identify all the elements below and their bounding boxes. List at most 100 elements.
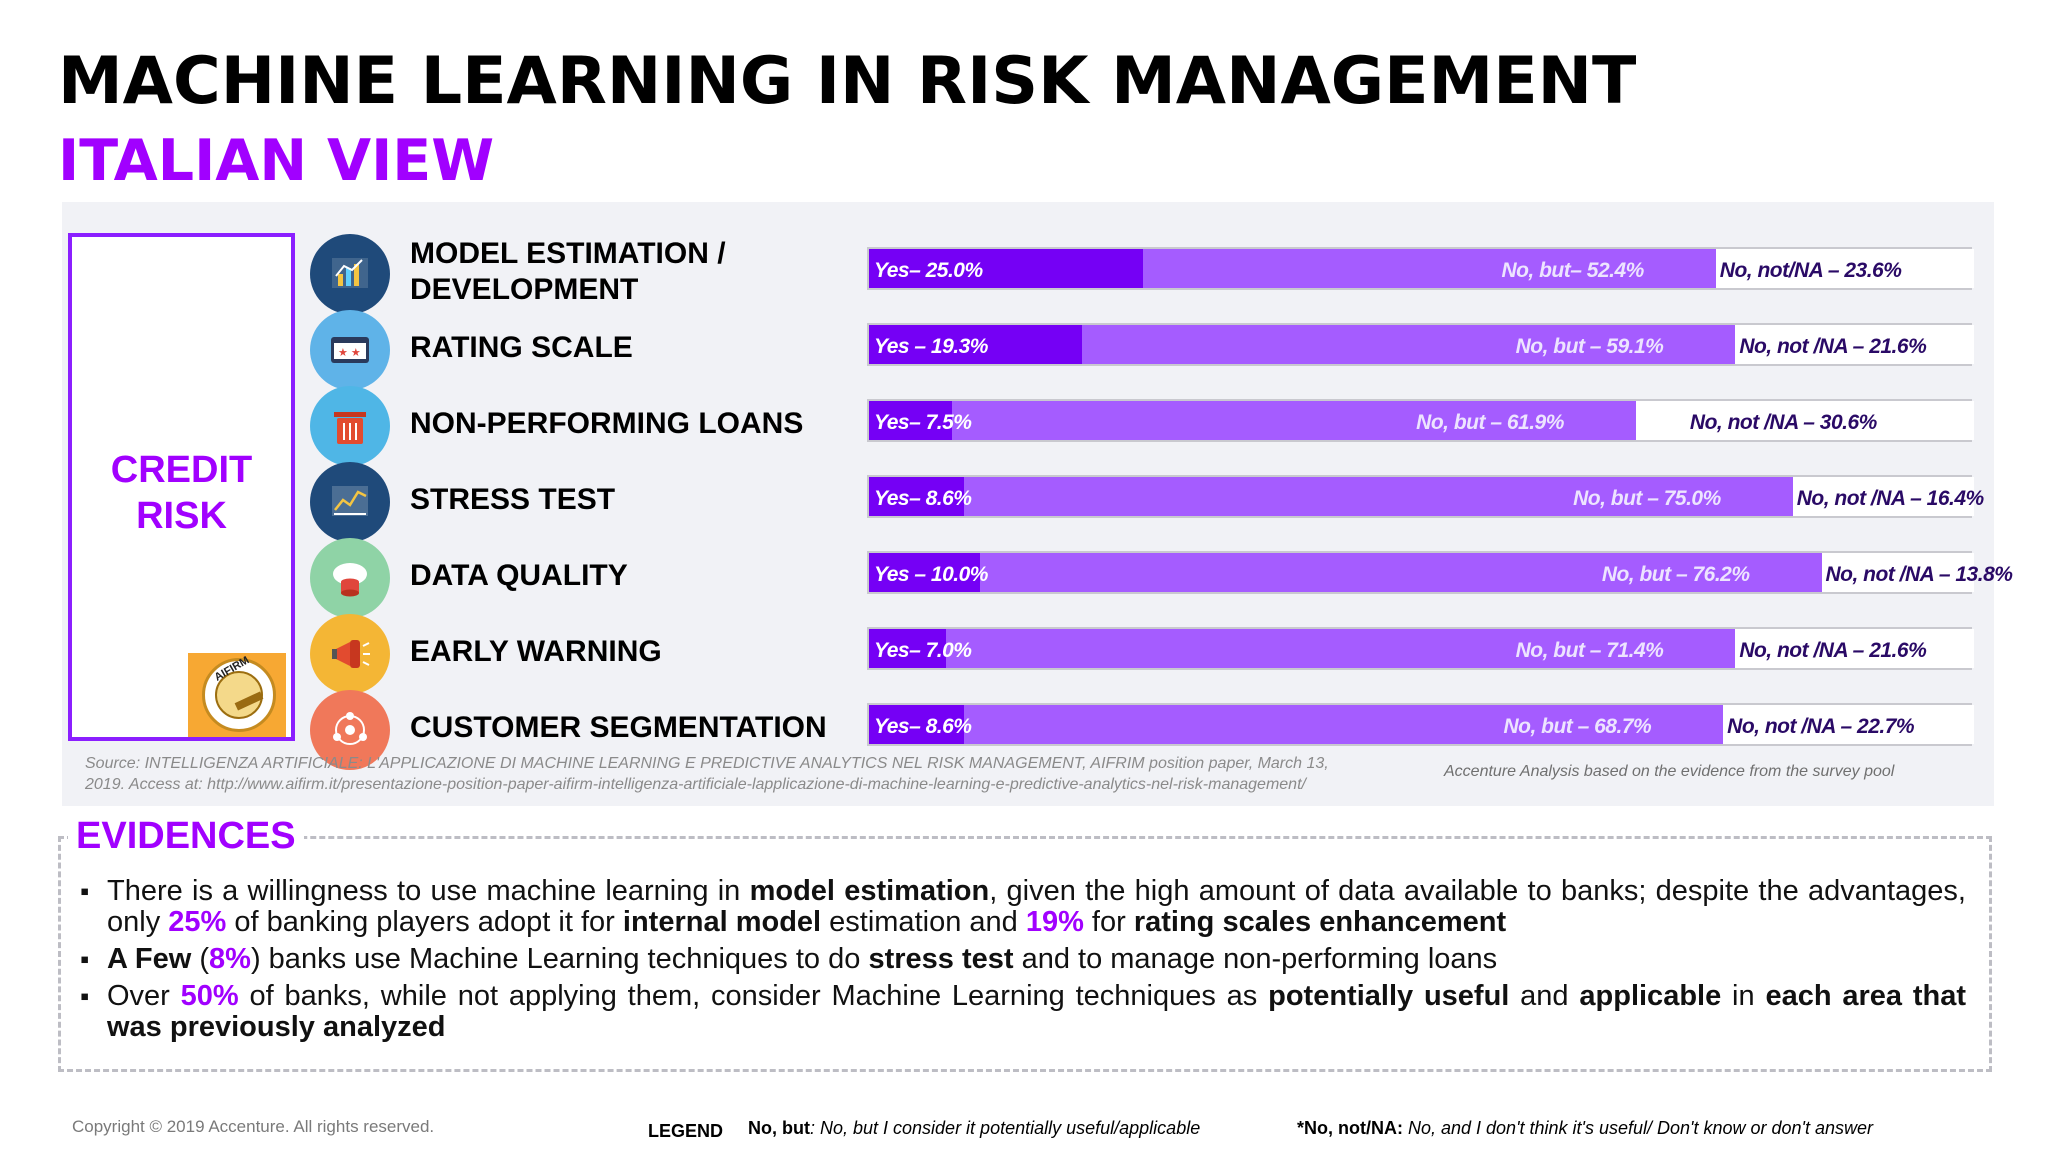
evidence-text: , given the high amount of data availabl… xyxy=(107,875,1966,938)
evidence-percent: 50% xyxy=(180,980,239,1012)
aifirm-seal-icon: AIFIRM xyxy=(202,654,276,732)
stacked-bar: Yes – 19.3% No, but – 59.1% No, not /NA – … xyxy=(867,323,1974,366)
evidence-percent: 8% xyxy=(209,943,251,975)
data-label-no-but: No, but – 61.9% xyxy=(1416,411,1564,434)
chart-board-icon xyxy=(310,234,390,314)
bar-segment-no-but xyxy=(1142,249,1716,288)
data-label-no-not: No, not /NA – 22.7% xyxy=(1727,715,1915,738)
evidence-bullet: A Few (8%) banks use Machine Learning te… xyxy=(80,943,1966,976)
data-label-no-not: No, not /NA – 13.8% xyxy=(1825,563,2013,586)
bar-segment-no-not xyxy=(1821,553,1974,592)
copyright: Copyright © 2019 Accenture. All rights r… xyxy=(72,1117,435,1136)
evidence-percent: 19% xyxy=(1025,906,1084,938)
data-label-yes: Yes– 7.0% xyxy=(874,639,972,662)
airplane-icon xyxy=(234,691,264,711)
stacked-bar: Yes– 7.0% No, but – 71.4% No, not /NA – 21… xyxy=(867,627,1974,670)
evidence-text: estimation and xyxy=(821,906,1026,938)
data-label-no-not: No, not /NA – 21.6% xyxy=(1739,335,1927,358)
data-label-yes: Yes– 8.6% xyxy=(874,715,972,738)
evidence-text: Over xyxy=(107,980,181,1012)
data-label-no-but: No, but – 76.2% xyxy=(1601,563,1750,586)
source-citation: Source: INTELLIGENZA ARTIFICIALE: L'APPL… xyxy=(85,755,1329,793)
evidences-list: There is a willingness to use machine le… xyxy=(80,876,1966,1049)
evidence-text: for xyxy=(1083,906,1134,938)
category-label-6: CUSTOMER SEGMENTATION xyxy=(410,711,827,744)
category-label-1: RATING SCALE xyxy=(410,331,633,364)
database-cloud-icon xyxy=(310,538,390,618)
bar-segment-no-but xyxy=(964,705,1724,744)
analysis-note: Accenture Analysis based on the evidence… xyxy=(1444,763,1895,780)
legend-text: : No, but I consider it potentially usef… xyxy=(809,1118,1201,1138)
evidence-text: of banks, while not applying them, consi… xyxy=(238,980,1269,1012)
data-label-no-not: No, not /NA – 30.6% xyxy=(1689,411,1877,434)
legend-key: No, but xyxy=(748,1118,810,1138)
evidence-text: stress test xyxy=(868,943,1014,975)
rating-stars-icon: ★ ★ xyxy=(310,310,390,390)
bar-segment-no-not xyxy=(1735,629,1974,668)
bar-segment-no-not xyxy=(1635,401,1974,440)
stacked-bar: Yes– 8.6% No, but – 75.0% No, not /NA – 16… xyxy=(867,475,1984,518)
bar-segment-no-not xyxy=(1735,325,1974,364)
evidence-text: ( xyxy=(191,943,210,975)
evidence-percent: 25% xyxy=(168,906,227,938)
data-label-no-not: No, not /NA – 21.6% xyxy=(1739,639,1927,662)
category-box: CREDIT RISK AIFIRM xyxy=(68,233,295,741)
category-label-0: MODEL ESTIMATION / DEVELOPMENT xyxy=(410,237,726,306)
stacked-bar: Yes – 10.0% No, but – 76.2% No, not /NA – … xyxy=(867,551,2013,594)
bar-segment-no-but xyxy=(979,553,1822,592)
data-label-yes: Yes – 19.3% xyxy=(874,335,988,358)
stacked-bar: Yes– 25.0% No, but– 52.4% No, not/NA – 23.… xyxy=(867,247,1974,290)
bar-segment-yes xyxy=(869,553,980,592)
trash-bin-icon xyxy=(310,386,390,466)
bar-segment-yes xyxy=(869,249,1143,288)
category-label-5: EARLY WARNING xyxy=(410,635,662,668)
bar-segment-no-but xyxy=(964,477,1793,516)
evidence-text: applicable xyxy=(1579,980,1722,1012)
evidence-text: in xyxy=(1721,980,1766,1012)
bar-segment-yes xyxy=(869,629,947,668)
evidence-text: each area that was previously analyzed xyxy=(107,980,1967,1043)
bar-segment-no-but xyxy=(946,629,1736,668)
data-label-no-but: No, but – 71.4% xyxy=(1515,639,1664,662)
bar-segment-yes xyxy=(869,705,965,744)
data-label-yes: Yes– 7.5% xyxy=(874,411,972,434)
aifirm-logo: AIFIRM xyxy=(188,653,286,737)
data-label-no-but: No, but – 68.7% xyxy=(1503,715,1652,738)
stacked-bar: Yes– 7.5% No, but – 61.9% No, not /NA – 30… xyxy=(867,399,1974,442)
bar-segment-no-but xyxy=(1082,325,1736,364)
legend-item-no-but: No, but: No, but I consider it potential… xyxy=(748,1118,1200,1139)
network-user-icon xyxy=(310,690,390,770)
data-label-yes: Yes– 25.0% xyxy=(874,259,983,282)
legend-item-no-not: *No, not/NA: No, and I don't think it's … xyxy=(1297,1118,1873,1139)
stress-graph-icon xyxy=(310,462,390,542)
stacked-bar: Yes– 8.6% No, but – 68.7% No, not /NA – 22… xyxy=(867,703,1974,746)
evidence-bullet: There is a willingness to use machine le… xyxy=(80,876,1966,938)
evidence-text: and to manage non-performing loans xyxy=(1013,943,1498,975)
legend-key: *No, not/NA: xyxy=(1297,1118,1403,1138)
evidence-text: rating scales enhancement xyxy=(1133,906,1507,938)
evidence-text: of banking players adopt it for xyxy=(226,906,623,938)
data-label-no-not: No, not/NA – 23.6% xyxy=(1719,259,1902,282)
evidences-title: EVIDENCES xyxy=(68,815,304,858)
category-label-line-1: CREDIT xyxy=(110,449,253,491)
page-title: MACHINE LEARNING IN RISK MANAGEMENT xyxy=(58,44,1637,119)
bar-segment-no-but xyxy=(951,401,1636,440)
category-label-3: STRESS TEST xyxy=(410,483,616,516)
data-label-yes: Yes – 10.0% xyxy=(874,563,988,586)
bar-segment-yes xyxy=(869,325,1083,364)
data-label-yes: Yes– 8.6% xyxy=(874,487,972,510)
category-label: CREDIT RISK xyxy=(72,447,291,539)
data-label-no-but: No, but – 59.1% xyxy=(1515,335,1664,358)
page-subtitle: ITALIAN VIEW xyxy=(58,128,495,194)
bar-segment-no-not xyxy=(1723,705,1974,744)
category-label-line-2: RISK xyxy=(136,495,227,537)
megaphone-icon xyxy=(310,614,390,694)
category-label-4: DATA QUALITY xyxy=(410,559,628,592)
bar-segment-yes xyxy=(869,401,952,440)
evidence-text: ) banks use Machine Learning techniques … xyxy=(250,943,869,975)
bar-segment-yes xyxy=(869,477,965,516)
data-label-no-not: No, not /NA – 16.4% xyxy=(1796,487,1984,510)
bar-segment-no-not xyxy=(1792,477,1974,516)
category-label-2: NON-PERFORMING LOANS xyxy=(410,407,804,440)
evidence-text: model estimation xyxy=(749,875,990,907)
